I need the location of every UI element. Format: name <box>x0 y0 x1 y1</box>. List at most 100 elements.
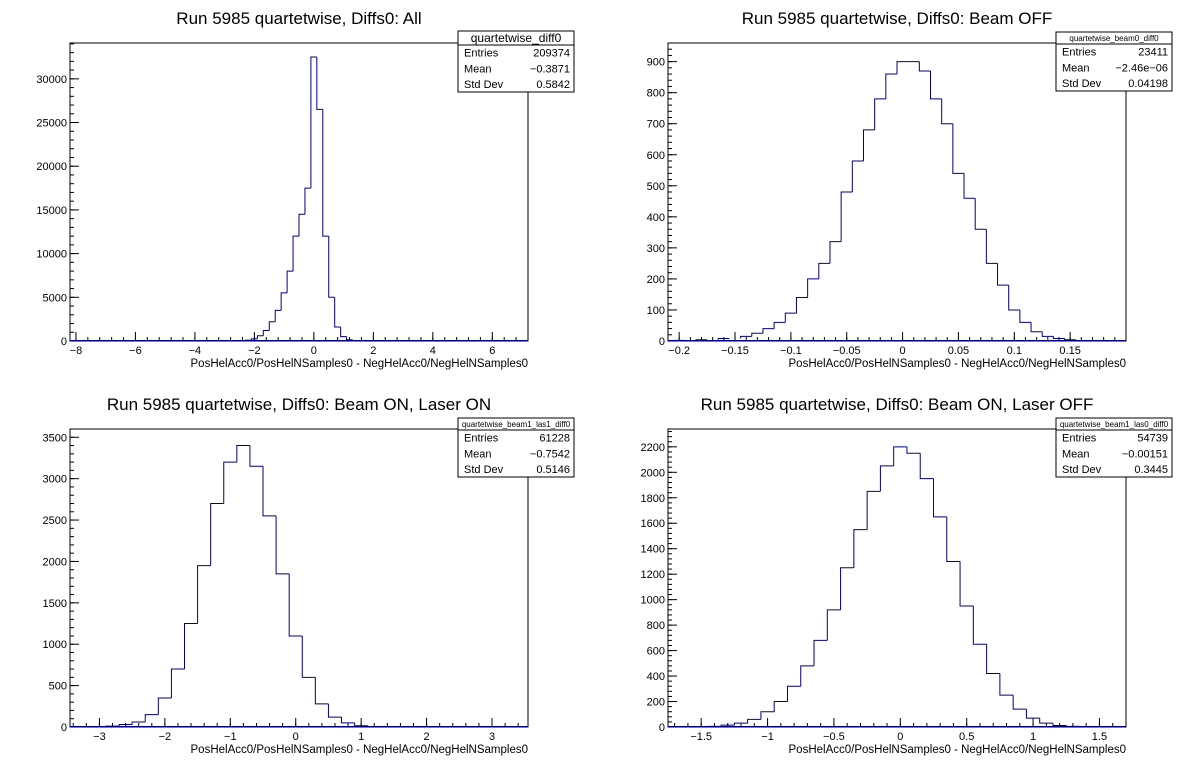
histogram-bin <box>997 263 1009 286</box>
x-tick-label: −0.1 <box>780 345 802 357</box>
histogram-bin <box>985 229 998 264</box>
stats-value: 0.04198 <box>1128 78 1168 90</box>
histogram-bin <box>795 297 808 314</box>
histogram-bin <box>118 724 133 727</box>
x-tick-label: 4 <box>430 345 436 357</box>
x-tick-label: 0.1 <box>1007 345 1022 357</box>
x-tick-label: −8 <box>70 345 83 357</box>
stats-value: 209374 <box>533 48 570 60</box>
histogram-bin <box>784 312 797 323</box>
y-tick-label: 200 <box>647 274 665 286</box>
y-tick-label: 5000 <box>43 292 67 304</box>
histogram-bin <box>986 644 1000 675</box>
x-tick-label: −2 <box>248 345 261 357</box>
x-tick-label: 0 <box>900 345 906 357</box>
histogram-bin <box>1030 322 1043 333</box>
histogram-bin <box>747 718 761 724</box>
stats-label: Entries <box>1062 433 1097 445</box>
chart-title: Run 5985 quartetwise, Diffs0: Beam OFF <box>742 9 1053 28</box>
histogram-bin <box>853 529 868 568</box>
stats-label: Mean <box>464 63 492 75</box>
histogram-bin <box>1041 331 1054 337</box>
stats-box-name: quartetwise_beam0_diff0 <box>1069 34 1159 43</box>
x-tick-label: −0.5 <box>823 731 845 743</box>
histogram-bin <box>301 635 316 678</box>
stats-value: 61228 <box>539 433 570 445</box>
histogram-bin <box>314 677 329 705</box>
y-tick-label: 800 <box>647 88 665 100</box>
y-tick-label: 3000 <box>43 474 67 486</box>
histogram-bin <box>918 61 931 72</box>
histogram-bin <box>286 270 294 293</box>
histogram-bin <box>334 297 341 328</box>
x-tick-label: −1 <box>224 731 237 743</box>
y-tick-label: 20000 <box>36 161 67 173</box>
histogram-bin <box>280 292 288 311</box>
stats-box-name: quartetwise_beam1_las1_diff0 <box>462 420 571 429</box>
stats-value: 0.5842 <box>536 79 570 91</box>
histogram-svg: Run 5985 quartetwise, Diffs0: Beam OFF −0… <box>647 9 1173 370</box>
y-tick-label: 400 <box>647 212 665 224</box>
histogram-bin <box>1064 338 1076 341</box>
histogram-bin <box>896 61 909 75</box>
histogram-bin <box>963 173 976 199</box>
stats-label: Entries <box>1062 47 1097 59</box>
histogram-bin <box>946 516 961 562</box>
histogram-bin <box>866 490 881 530</box>
y-tick-label: 1000 <box>641 595 665 607</box>
histogram-svg: Run 5985 quartetwise, Diffs0: Beam ON, L… <box>641 395 1173 756</box>
stats-value: −0.00151 <box>1122 448 1168 460</box>
histogram-bin <box>274 309 282 322</box>
stats-value: −2.46e−06 <box>1115 62 1168 74</box>
histogram-bin <box>157 697 172 715</box>
x-tick-label: 2 <box>370 345 376 357</box>
histogram-bin <box>974 198 987 230</box>
histogram-bin <box>1025 709 1040 719</box>
y-tick-label: 0 <box>61 722 67 734</box>
y-tick-label: 2000 <box>43 556 67 568</box>
histogram-bin <box>327 703 342 718</box>
histogram-bin <box>170 668 185 699</box>
y-tick-label: 700 <box>647 119 665 131</box>
histogram-bin <box>249 445 264 467</box>
histogram-svg: Run 5985 quartetwise, Diffs0: Beam ON, L… <box>43 395 575 756</box>
histogram-bin <box>751 332 763 337</box>
histogram-bin <box>807 278 819 298</box>
chart-title: Run 5985 quartetwise, Diffs0: All <box>176 9 421 28</box>
histogram-bin <box>236 445 250 463</box>
y-tick-label: 1200 <box>641 569 665 581</box>
x-tick-label: 0.15 <box>1059 345 1080 357</box>
y-tick-label: 1500 <box>43 598 67 610</box>
histogram-bin <box>256 335 264 339</box>
histogram-panel-beam-on-laser-off: Run 5985 quartetwise, Diffs0: Beam ON, L… <box>598 386 1196 772</box>
stats-label: Std Dev <box>1062 464 1102 476</box>
y-tick-label: 10000 <box>36 249 67 261</box>
histogram-bin <box>1012 695 1027 710</box>
y-tick-label: 600 <box>647 646 665 658</box>
histogram-bin <box>941 98 953 125</box>
x-tick-label: 0 <box>311 345 317 357</box>
y-tick-label: 200 <box>647 697 665 709</box>
histogram-bins <box>673 61 1076 341</box>
histogram-bin <box>933 478 947 518</box>
x-tick-label: −0.2 <box>668 345 690 357</box>
x-tick-label: 2 <box>424 731 430 743</box>
y-tick-label: 2500 <box>43 515 67 527</box>
stats-value: −0.3871 <box>530 63 570 75</box>
histogram-bin <box>720 724 735 727</box>
y-tick-label: 900 <box>647 57 665 69</box>
histogram-bin <box>1008 285 1020 311</box>
y-tick-label: 25000 <box>36 118 67 130</box>
y-tick-label: 0 <box>659 336 665 348</box>
histogram-bin <box>893 446 907 466</box>
histogram-bin <box>840 191 853 242</box>
x-tick-label: −0.15 <box>721 345 749 357</box>
stats-value: 54739 <box>1137 433 1168 445</box>
stats-value: 0.3445 <box>1134 464 1168 476</box>
y-tick-label: 100 <box>647 305 665 317</box>
histogram-bin <box>952 123 965 174</box>
chart-title: Run 5985 quartetwise, Diffs0: Beam ON, L… <box>107 395 491 414</box>
histogram-bin <box>874 98 886 130</box>
histogram-bin <box>762 328 775 334</box>
x-axis-label: PosHelAcc0/PosHelNSamples0 - NegHelAcc0/… <box>191 358 528 370</box>
